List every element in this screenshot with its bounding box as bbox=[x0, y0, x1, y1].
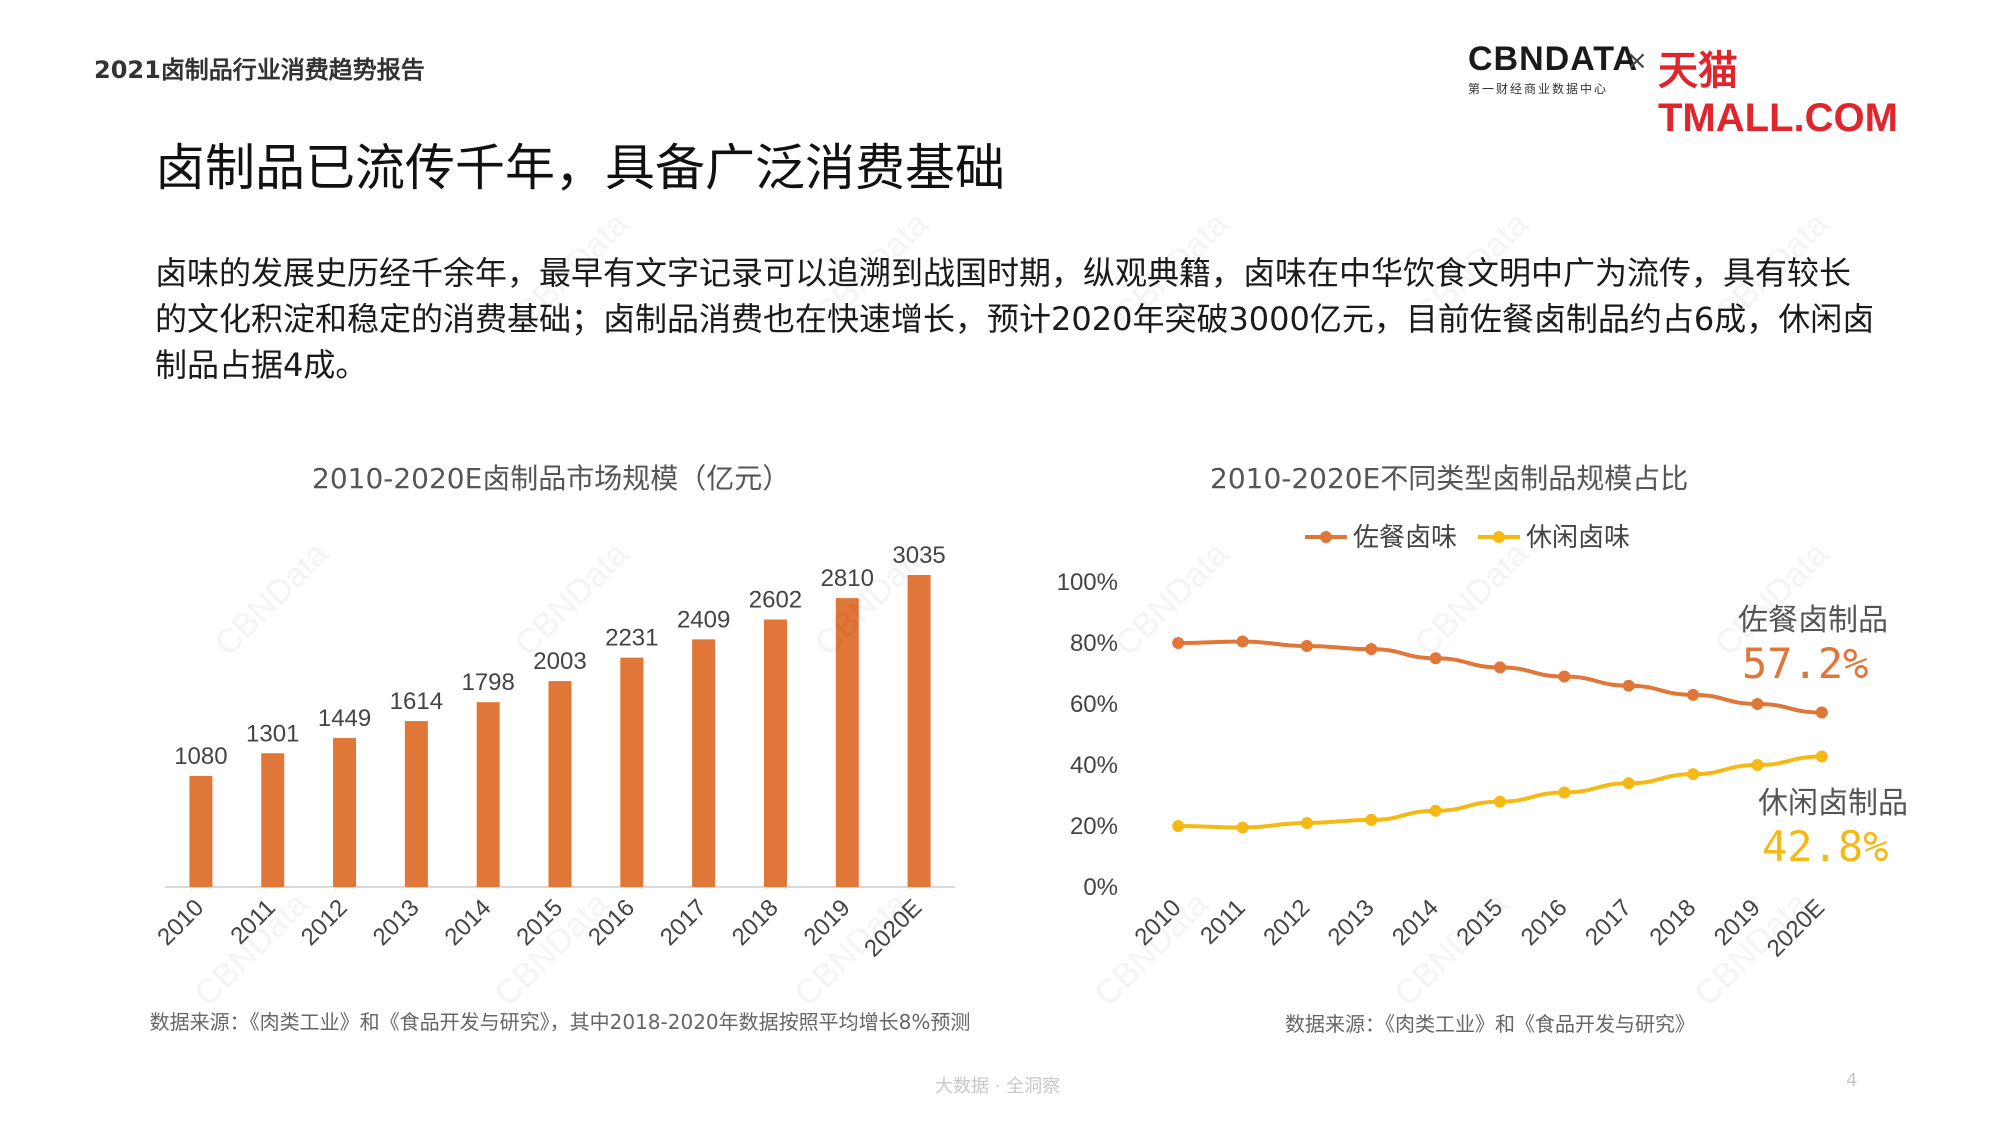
bar-2014 bbox=[476, 702, 500, 887]
line-series-2 bbox=[1178, 754, 1822, 830]
bar-value-label: 1080 bbox=[174, 743, 227, 770]
tmall-logo: 天猫TMALL.COM bbox=[1658, 49, 1898, 140]
annotation-label-1: 佐餐卤制品 bbox=[1738, 603, 1888, 638]
brand-logo: CBNDATA 第一财经商业数据中心 × 天猫TMALL.COM bbox=[1468, 40, 1908, 140]
line-point bbox=[1558, 786, 1571, 799]
footer-tagline: 大数据 · 全洞察 bbox=[935, 1076, 1061, 1097]
bar-2013 bbox=[404, 721, 428, 887]
line-y-tick-label: 60% bbox=[1070, 691, 1118, 718]
line-point bbox=[1815, 750, 1828, 763]
legend-marker bbox=[1493, 531, 1505, 543]
bar-value-label: 1614 bbox=[390, 688, 443, 715]
line-category-label: 2014 bbox=[1387, 894, 1444, 951]
bar-2012 bbox=[333, 738, 357, 887]
page-number: 4 bbox=[1846, 1070, 1858, 1091]
line-category-label: 2010 bbox=[1130, 894, 1187, 951]
bar-value-label: 3035 bbox=[892, 542, 945, 569]
bar-2017 bbox=[692, 639, 716, 887]
line-chart-title: 2010-2020E不同类型卤制品规模占比 bbox=[1210, 462, 1689, 495]
annotation-value-2: 42.8% bbox=[1762, 822, 1888, 871]
annotation-value-1: 57.2% bbox=[1742, 639, 1868, 688]
line-point bbox=[1687, 688, 1700, 701]
line-category-label: 2018 bbox=[1644, 894, 1701, 951]
line-point bbox=[1429, 652, 1442, 665]
bar-value-label: 1301 bbox=[246, 720, 299, 747]
cbndata-logo-subtitle: 第一财经商业数据中心 bbox=[1468, 82, 1609, 96]
bar-value-label: 2003 bbox=[533, 648, 586, 675]
bar-value-label: 1798 bbox=[461, 669, 514, 696]
bar-2016 bbox=[620, 657, 644, 887]
bar-value-label: 2810 bbox=[821, 565, 874, 592]
legend-label: 休闲卤味 bbox=[1526, 523, 1630, 553]
line-point bbox=[1751, 759, 1764, 771]
line-series-1 bbox=[1178, 639, 1822, 715]
line-point bbox=[1300, 816, 1313, 829]
line-y-tick-label: 40% bbox=[1070, 752, 1118, 779]
line-category-label: 2013 bbox=[1323, 894, 1380, 951]
line-point bbox=[1687, 768, 1700, 781]
line-point bbox=[1365, 813, 1378, 826]
line-point bbox=[1622, 679, 1635, 692]
bar-value-label: 1449 bbox=[318, 705, 371, 732]
line-category-label: 2017 bbox=[1580, 894, 1637, 951]
line-point bbox=[1558, 670, 1571, 683]
bar-2015 bbox=[548, 681, 572, 887]
annotation-label-2: 休闲卤制品 bbox=[1758, 786, 1908, 821]
bar-2019 bbox=[835, 598, 859, 887]
line-y-tick-label: 80% bbox=[1070, 630, 1118, 657]
line-point bbox=[1429, 804, 1442, 817]
bar-2020E bbox=[907, 575, 931, 887]
bar-chart-source: 数据来源：《肉类工业》和《食品开发与研究》，其中2018-2020年数据按照平均… bbox=[149, 1010, 971, 1034]
bar-value-label: 2602 bbox=[749, 587, 802, 614]
bar-2018 bbox=[763, 619, 787, 887]
line-point bbox=[1172, 820, 1185, 832]
summary-paragraph: 卤味的发展史历经千余年，最早有文字记录可以追溯到战国时期，纵观典籍，卤味在中华饮… bbox=[155, 254, 1875, 384]
line-point bbox=[1494, 661, 1506, 674]
legend-marker bbox=[1320, 531, 1332, 543]
bar-2010 bbox=[189, 775, 213, 887]
line-category-label: 2011 bbox=[1195, 894, 1251, 950]
bar-2011 bbox=[261, 753, 285, 887]
page-title: 卤制品已流传千年，具备广泛消费基础 bbox=[155, 139, 1005, 197]
line-point bbox=[1365, 643, 1378, 656]
bar-value-label: 2231 bbox=[605, 625, 658, 652]
legend-label: 佐餐卤味 bbox=[1353, 523, 1457, 553]
line-y-tick-label: 100% bbox=[1057, 569, 1118, 596]
line-category-label: 2020E bbox=[1762, 894, 1830, 962]
category-share-line-chart: 0%20%40%60%80%100%2010 2011 2012 2013 2014 20… bbox=[1057, 523, 1908, 962]
report-title: 2021卤制品行业消费趋势报告 bbox=[94, 56, 425, 84]
line-point bbox=[1300, 640, 1313, 653]
line-category-label: 2019 bbox=[1709, 894, 1766, 951]
line-point bbox=[1236, 635, 1249, 648]
line-point bbox=[1622, 777, 1635, 790]
line-y-tick-label: 20% bbox=[1070, 813, 1118, 840]
bar-chart-title: 2010-2020E卤制品市场规模（亿元） bbox=[312, 462, 791, 495]
market-size-bar-chart: 1080201013012011144920121614201317982014… bbox=[152, 542, 955, 962]
line-point bbox=[1236, 821, 1249, 834]
logo-separator: × bbox=[1626, 46, 1648, 76]
line-category-label: 2016 bbox=[1516, 894, 1573, 951]
line-point bbox=[1172, 637, 1185, 649]
line-chart-source: 数据来源：《肉类工业》和《食品开发与研究》 bbox=[1285, 1012, 1695, 1036]
line-point bbox=[1815, 706, 1828, 719]
line-y-tick-label: 0% bbox=[1083, 874, 1118, 901]
line-point bbox=[1751, 698, 1764, 710]
line-point bbox=[1494, 795, 1506, 808]
bar-value-label: 2409 bbox=[677, 606, 730, 633]
line-category-label: 2015 bbox=[1451, 894, 1508, 951]
cbndata-logo: CBNDATA bbox=[1468, 40, 1639, 78]
line-category-label: 2012 bbox=[1258, 894, 1315, 951]
